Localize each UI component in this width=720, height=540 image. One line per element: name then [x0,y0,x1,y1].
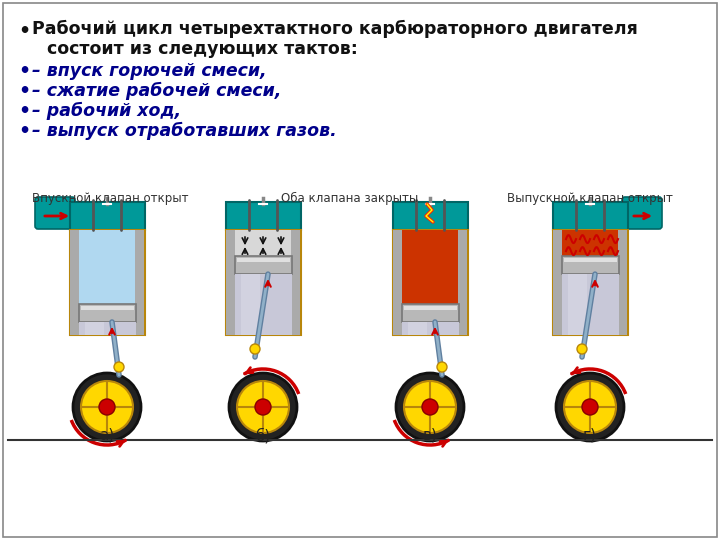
Bar [562,256,619,274]
Text: Оба клапана закрыты: Оба клапана закрыты [282,192,418,205]
Bar [393,230,468,335]
Circle shape [564,381,616,433]
Bar [291,230,300,335]
Bar [81,306,134,310]
Circle shape [404,381,456,433]
Text: состоит из следующих тактов:: состоит из следующих тактов: [47,40,358,58]
Bar [79,322,136,335]
Circle shape [422,399,438,415]
Text: •: • [18,82,30,101]
Bar [235,256,292,274]
Bar [408,322,427,335]
Bar [79,230,136,304]
Circle shape [114,362,124,372]
Bar [553,230,628,335]
Bar [235,230,292,256]
Circle shape [577,344,587,354]
Bar [404,306,457,310]
Text: •: • [18,122,30,141]
Circle shape [396,373,464,441]
Bar [237,258,290,262]
Bar [70,230,145,335]
Bar [70,230,79,335]
Bar [135,230,144,335]
Circle shape [229,373,297,441]
Bar [562,274,619,335]
Bar [226,230,235,335]
Bar [226,202,301,230]
Text: •: • [18,22,30,41]
FancyBboxPatch shape [35,197,75,229]
Circle shape [73,373,141,441]
Circle shape [437,362,447,372]
Bar [393,230,402,335]
Text: – впуск горючей смеси,: – впуск горючей смеси, [32,62,266,80]
Text: г): г) [583,428,597,443]
Bar [402,230,459,304]
Circle shape [250,344,260,354]
Bar [402,304,459,322]
Circle shape [255,399,271,415]
Text: – рабочий ход,: – рабочий ход, [32,102,181,120]
Text: Рабочий цикл четырехтактного карбюраторного двигателя: Рабочий цикл четырехтактного карбюраторн… [32,20,638,38]
Text: •: • [18,62,30,81]
Text: – выпуск отработавших газов.: – выпуск отработавших газов. [32,122,337,140]
FancyBboxPatch shape [622,197,662,229]
Circle shape [99,399,115,415]
Bar [235,274,292,335]
Bar [241,274,260,335]
Text: Выпускной клапан открыт: Выпускной клапан открыт [507,192,673,205]
Circle shape [582,399,598,415]
Text: •: • [18,102,30,121]
Bar [402,322,459,335]
Circle shape [81,381,133,433]
Bar [564,258,617,262]
Text: а): а) [99,428,114,443]
Bar [458,230,467,335]
Bar [553,230,562,335]
Bar [226,230,301,335]
Bar [85,322,104,335]
Circle shape [556,373,624,441]
Bar [568,274,587,335]
Bar [393,202,468,230]
Bar [553,202,628,230]
Bar [70,202,145,230]
Text: б): б) [256,428,271,444]
Bar [618,230,627,335]
Text: – сжатие рабочей смеси,: – сжатие рабочей смеси, [32,82,282,100]
Text: Впускной клапан открыт: Впускной клапан открыт [32,192,188,205]
Bar [562,230,619,256]
Circle shape [237,381,289,433]
Text: в): в) [423,428,438,443]
Bar [79,304,136,322]
